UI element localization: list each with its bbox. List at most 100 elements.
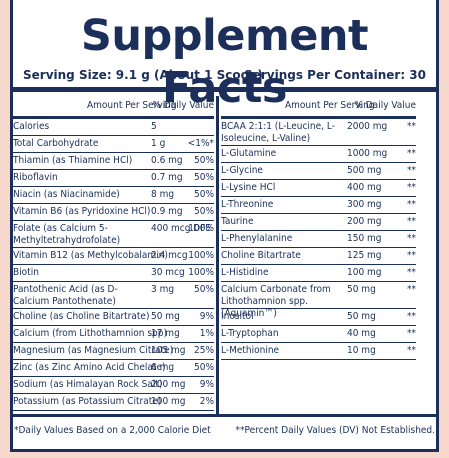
nutrient-amount: 100 mg (347, 267, 382, 278)
nutrient-amount: 30 mcg (151, 267, 185, 278)
nutrient-name: Thiamin (as Thiamine HCl) (13, 155, 133, 166)
nutrient-amount: 50 mg (151, 311, 180, 322)
nutrient-row: Sodium (as Himalayan Rock Salt) 200 mg 9% (13, 377, 214, 394)
nutrient-daily-value: ** (407, 311, 416, 322)
nutrient-amount: 400 mcg DFE (151, 223, 212, 234)
nutrient-row: Inositol 50 mg ** (221, 309, 416, 326)
nutrient-row: Calcium (from Lithothamnion spp) 17 mg 1% (13, 326, 214, 343)
nutrient-row: L-Glutamine 1000 mg ** (221, 146, 416, 163)
nutrient-row: Taurine 200 mg ** (221, 214, 416, 231)
nutrient-amount: 2.4 mcg (151, 250, 188, 261)
nutrient-name: Calcium Carbonate from Lithothamnion spp… (221, 284, 331, 319)
nutrient-amount: 400 mg (347, 182, 382, 193)
nutrient-amount: 0.7 mg (151, 172, 183, 183)
nutrient-amount: 50 mg (347, 311, 376, 322)
nutrient-amount: 8 mg (151, 189, 175, 200)
nutrient-name: Calcium (from Lithothamnion spp) (13, 328, 167, 339)
nutrient-amount: 100 mg (151, 396, 186, 407)
nutrient-row: L-Tryptophan 40 mg ** (221, 326, 416, 343)
nutrient-amount: 5 (151, 121, 157, 132)
nutrient-daily-value: 2% (199, 396, 214, 407)
nutrient-daily-value: <1%* (187, 138, 214, 149)
nutrient-name: Vitamin B6 (as Pyridoxine HCl) (13, 206, 151, 217)
nutrient-name: Inositol (221, 311, 254, 322)
nutrient-name: Riboflavin (13, 172, 58, 183)
nutrient-row: Choline Bitartrate 125 mg ** (221, 248, 416, 265)
nutrient-name: L-Threonine (221, 199, 274, 210)
nutrient-name: Sodium (as Himalayan Rock Salt) (13, 379, 163, 390)
right-column-header: Amount Per Serving % Daily Value (221, 96, 416, 119)
nutrient-row: Choline (as Choline Bitartrate) 50 mg 9% (13, 309, 214, 326)
nutrient-name: L-Histidine (221, 267, 269, 278)
nutrient-row: BCAA 2:1:1 (L-Leucine, L-Isoleucine, L-V… (221, 119, 416, 146)
nutrient-amount: 50 mg (347, 284, 376, 295)
nutrient-name: Folate (as Calcium 5-Methyltetrahydrofol… (13, 223, 121, 246)
nutrient-row: Total Carbohydrate 1 g <1%* (13, 136, 214, 153)
nutrient-daily-value: ** (407, 216, 416, 227)
nutrient-name: Biotin (13, 267, 39, 278)
nutrient-row: Folate (as Calcium 5-Methyltetrahydrofol… (13, 221, 214, 248)
nutrient-row: Pantothenic Acid (as D-Calcium Pantothen… (13, 282, 214, 309)
nutrient-name: L-Glycine (221, 165, 263, 176)
daily-value-header: % Daily Value (152, 100, 214, 111)
nutrient-amount: 300 mg (347, 199, 382, 210)
nutrient-row: Niacin (as Niacinamide) 8 mg 50% (13, 187, 214, 204)
nutrient-amount: 200 mg (151, 379, 186, 390)
nutrient-row: Riboflavin 0.7 mg 50% (13, 170, 214, 187)
left-nutrient-column: Amount Per Serving % Daily Value Calorie… (13, 96, 214, 411)
nutrient-daily-value: 50% (194, 155, 214, 166)
nutrient-amount: 150 mg (347, 233, 382, 244)
nutrient-daily-value: 50% (194, 172, 214, 183)
nutrient-row: Magnesium (as Magnesium Citrate) 105 mg 25… (13, 343, 214, 360)
nutrient-daily-value: 50% (194, 206, 214, 217)
nutrient-amount: 0.6 mg (151, 155, 183, 166)
nutrient-amount: 40 mg (347, 328, 376, 339)
nutrient-name: L-Glutamine (221, 148, 277, 159)
nutrient-daily-value: ** (407, 165, 416, 176)
nutrient-name: L-Methionine (221, 345, 280, 356)
nutrient-row: L-Threonine 300 mg ** (221, 197, 416, 214)
nutrient-row: L-Glycine 500 mg ** (221, 163, 416, 180)
nutrient-daily-value: ** (407, 121, 416, 132)
amount-header: Amount Per Serving (87, 100, 177, 111)
nutrient-daily-value: 1% (199, 328, 214, 339)
nutrient-amount: 105 mg (151, 345, 186, 356)
nutrient-daily-value: ** (407, 345, 416, 356)
nutrient-row: Calcium Carbonate from Lithothamnion spp… (221, 282, 416, 319)
nutrient-amount: 500 mg (347, 165, 382, 176)
nutrient-daily-value: ** (407, 199, 416, 210)
column-divider (216, 96, 219, 414)
nutrient-daily-value: 25% (194, 345, 214, 356)
nutrient-name: Potassium (as Potassium Citrate) (13, 396, 162, 407)
nutrient-daily-value: 50% (194, 189, 214, 200)
nutrient-name: Magnesium (as Magnesium Citrate) (13, 345, 174, 356)
nutrient-amount: 0.9 mg (151, 206, 183, 217)
nutrient-daily-value: 100% (188, 267, 214, 278)
nutrient-amount: 17 mg (151, 328, 180, 339)
nutrient-amount: 1 g (151, 138, 166, 149)
nutrient-daily-value: 50% (194, 284, 214, 295)
nutrient-name: BCAA 2:1:1 (L-Leucine, L-Isoleucine, L-V… (221, 121, 335, 144)
nutrient-daily-value: ** (407, 328, 416, 339)
nutrient-amount: 1000 mg (347, 148, 388, 159)
nutrient-row: L-Lysine HCl 400 mg ** (221, 180, 416, 197)
nutrient-daily-value: 50% (194, 362, 214, 373)
nutrient-row: Calories 5 (13, 119, 214, 136)
left-column-header: Amount Per Serving % Daily Value (13, 96, 214, 119)
nutrient-amount: 2000 mg (347, 121, 388, 132)
nutrient-daily-value: 9% (199, 311, 214, 322)
footnote-not-established: **Percent Daily Values (DV) Not Establis… (235, 425, 435, 436)
nutrient-daily-value: ** (407, 267, 416, 278)
right-nutrient-column: Amount Per Serving % Daily Value BCAA 2:… (221, 96, 416, 360)
nutrient-row: Vitamin B6 (as Pyridoxine HCl) 0.9 mg 50% (13, 204, 214, 221)
nutrient-amount: 125 mg (347, 250, 382, 261)
nutrient-name: Total Carbohydrate (13, 138, 99, 149)
nutrient-daily-value: ** (407, 182, 416, 193)
servings-per-container: Servings Per Container: 30 (244, 68, 426, 82)
nutrient-row: L-Phenylalanine 150 mg ** (221, 231, 416, 248)
nutrient-amount: 10 mg (347, 345, 376, 356)
nutrient-row: Zinc (as Zinc Amino Acid Chelate) 6 mg 50% (13, 360, 214, 377)
nutrient-name: Zinc (as Zinc Amino Acid Chelate) (13, 362, 166, 373)
nutrient-name: Vitamin B12 (as Methylcobalamin) (13, 250, 168, 261)
amount-header: Amount Per Serving (285, 100, 375, 111)
